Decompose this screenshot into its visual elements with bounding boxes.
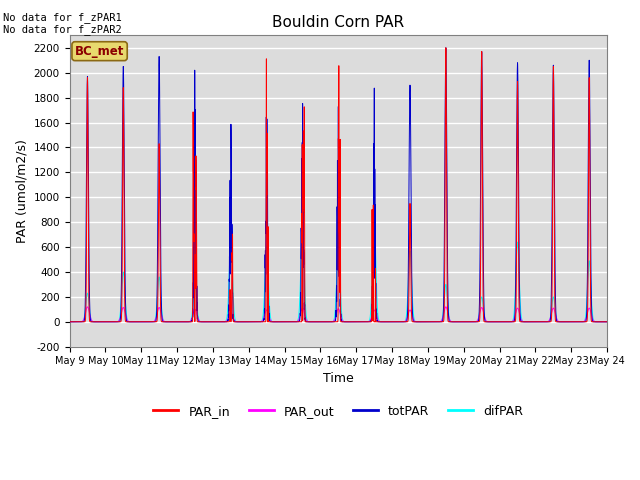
Y-axis label: PAR (umol/m2/s): PAR (umol/m2/s)	[15, 139, 28, 243]
Title: Bouldin Corn PAR: Bouldin Corn PAR	[272, 15, 404, 30]
Legend: PAR_in, PAR_out, totPAR, difPAR: PAR_in, PAR_out, totPAR, difPAR	[148, 400, 528, 423]
Text: No data for f_zPAR1
No data for f_zPAR2: No data for f_zPAR1 No data for f_zPAR2	[3, 12, 122, 36]
X-axis label: Time: Time	[323, 372, 354, 385]
Text: BC_met: BC_met	[75, 45, 124, 58]
